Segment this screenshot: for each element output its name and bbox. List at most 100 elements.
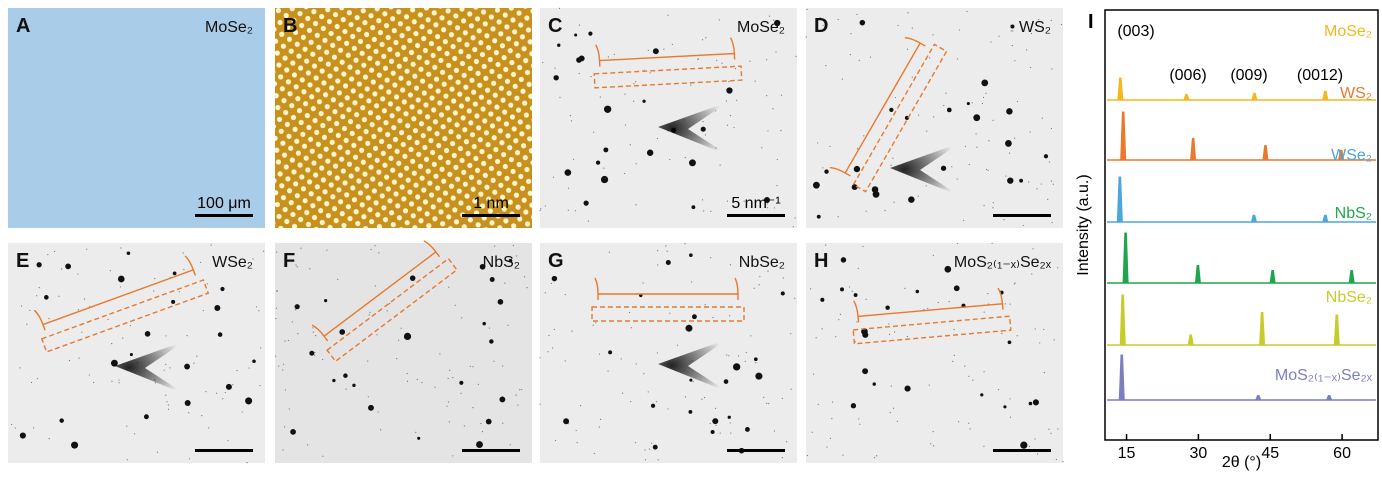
noise-dot: [858, 268, 859, 269]
noise-dot: [990, 41, 991, 42]
noise-dot: [1028, 181, 1029, 182]
noise-dot: [193, 363, 194, 364]
diffraction-spot: [184, 364, 190, 370]
noise-dot: [1053, 184, 1054, 185]
noise-dot: [825, 65, 826, 66]
diffraction-spot: [332, 379, 335, 382]
noise-dot: [249, 367, 250, 368]
noise-dot: [21, 305, 22, 306]
noise-dot: [398, 340, 399, 341]
noise-dot: [189, 458, 190, 459]
noise-dot: [539, 404, 540, 405]
diffraction-spot: [873, 191, 880, 198]
xrd-peak: [1323, 215, 1328, 222]
noise-dot: [1042, 118, 1043, 119]
noise-dot: [126, 426, 127, 427]
noise-dot: [1044, 372, 1045, 373]
noise-dot: [831, 418, 832, 419]
noise-dot: [1026, 49, 1027, 50]
diffraction-spot: [745, 427, 750, 432]
diffraction-spot: [916, 290, 919, 293]
noise-dot: [759, 276, 760, 277]
noise-dot: [858, 418, 859, 419]
noise-dot: [588, 221, 589, 222]
noise-dot: [120, 286, 121, 287]
noise-dot: [179, 291, 180, 292]
noise-dot: [810, 288, 811, 289]
panel-letter: D: [814, 15, 828, 37]
noise-dot: [1010, 417, 1011, 418]
diffraction-spot: [552, 276, 557, 281]
noise-dot: [636, 204, 637, 205]
noise-dot: [374, 245, 375, 246]
noise-dot: [551, 283, 552, 284]
noise-dot: [1014, 60, 1015, 61]
diffraction-spot: [339, 329, 345, 335]
diffraction-spot: [841, 257, 846, 262]
noise-dot: [656, 401, 657, 402]
noise-dot: [730, 432, 731, 433]
noise-dot: [300, 248, 301, 249]
noise-dot: [719, 19, 720, 20]
noise-dot: [704, 397, 705, 398]
noise-dot: [1048, 429, 1049, 430]
diffraction-spot: [733, 363, 740, 370]
noise-dot: [649, 448, 650, 449]
noise-dot: [1035, 328, 1036, 329]
noise-dot: [603, 167, 604, 168]
noise-dot: [1017, 335, 1018, 336]
noise-dot: [838, 319, 839, 320]
noise-dot: [702, 121, 703, 122]
noise-dot: [608, 56, 609, 57]
noise-dot: [207, 283, 208, 284]
noise-dot: [573, 159, 574, 160]
noise-dot: [1051, 222, 1052, 223]
noise-dot: [972, 379, 973, 380]
noise-dot: [1056, 459, 1057, 460]
noise-dot: [633, 83, 634, 84]
diffraction-spot: [1010, 25, 1014, 29]
noise-dot: [54, 251, 55, 252]
noise-dot: [1057, 428, 1058, 429]
noise-dot: [118, 382, 119, 383]
noise-dot: [968, 423, 969, 424]
xrd-peak: [1349, 271, 1354, 284]
noise-dot: [285, 389, 286, 390]
noise-dot: [761, 147, 762, 148]
noise-dot: [519, 389, 520, 390]
noise-dot: [965, 146, 966, 147]
noise-dot: [78, 309, 79, 310]
noise-dot: [644, 449, 645, 450]
noise-dot: [165, 335, 166, 336]
noise-dot: [455, 305, 456, 306]
diffraction-spot: [563, 418, 569, 424]
panel: B1 nm: [275, 8, 532, 228]
noise-dot: [122, 338, 123, 339]
noise-dot: [61, 268, 62, 269]
noise-dot: [314, 355, 315, 356]
scale-bar: [195, 449, 253, 452]
noise-dot: [648, 50, 649, 51]
panel: AMoSe₂100 μm: [8, 8, 265, 228]
diffraction-spot: [781, 291, 785, 295]
noise-dot: [211, 245, 212, 246]
diffraction-spot: [608, 350, 612, 354]
noise-dot: [282, 449, 283, 450]
noise-dot: [838, 19, 839, 20]
diffraction-spot: [642, 100, 645, 103]
noise-dot: [702, 199, 703, 200]
noise-dot: [378, 411, 379, 412]
noise-dot: [452, 377, 453, 378]
panel-image: [540, 243, 797, 463]
noise-dot: [81, 332, 82, 333]
noise-dot: [927, 308, 928, 309]
noise-dot: [540, 208, 541, 209]
noise-dot: [932, 34, 933, 35]
noise-dot: [826, 446, 827, 447]
noise-dot: [763, 397, 764, 398]
noise-dot: [552, 347, 553, 348]
noise-dot: [111, 381, 112, 382]
diffraction-spot: [1019, 179, 1023, 183]
noise-dot: [633, 101, 634, 102]
noise-dot: [813, 374, 814, 375]
